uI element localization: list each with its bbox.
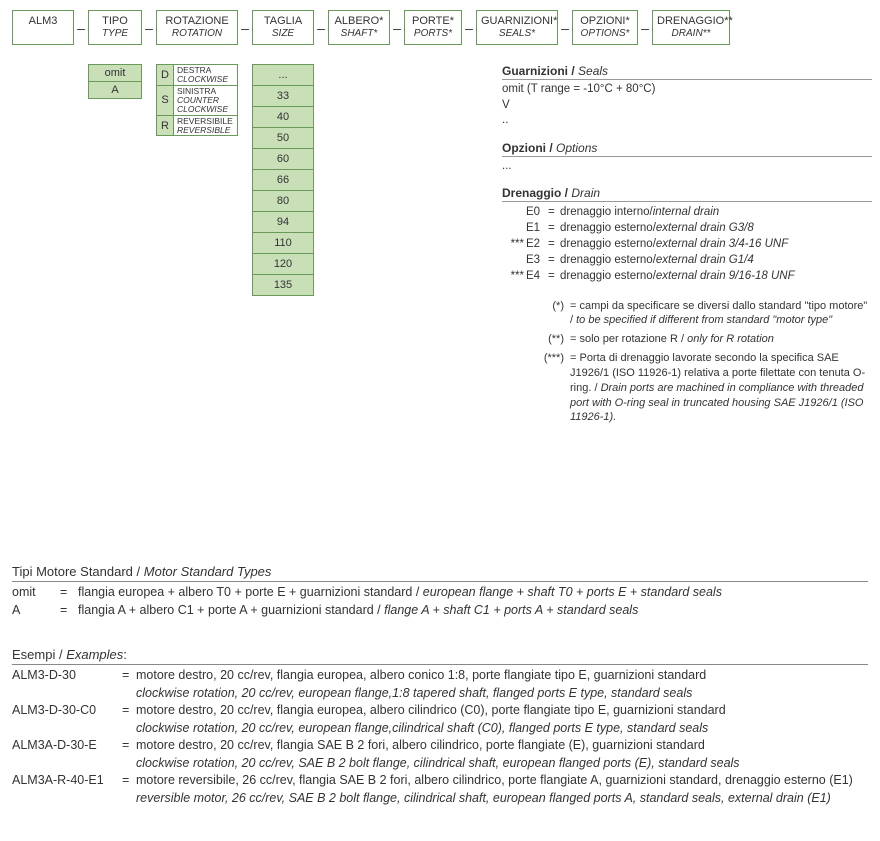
header-box: ALBERO*SHAFT* <box>328 10 390 45</box>
seals-line: omit (T range = -10°C + 80°C) <box>502 82 872 98</box>
taglia-option: 33 <box>252 85 314 107</box>
motor-types-title: Tipi Motore Standard / Motor Standard Ty… <box>12 564 868 582</box>
motor-types-section: Tipi Motore Standard / Motor Standard Ty… <box>12 564 868 619</box>
seals-title: Guarnizioni / Seals <box>502 64 872 80</box>
seals-line: .. <box>502 113 872 129</box>
examples-section: Esempi / Examples: ALM3-D-30=motore dest… <box>12 647 868 807</box>
taglia-option: 66 <box>252 169 314 191</box>
seals-line: V <box>502 98 872 114</box>
examples-title: Esempi / Examples: <box>12 647 868 665</box>
dash-separator: – <box>142 10 156 45</box>
example-row: ALM3A-R-40-E1=motore reversibile, 26 cc/… <box>12 772 868 807</box>
example-row: ALM3A-D-30-E=motore destro, 20 cc/rev, f… <box>12 737 868 772</box>
taglia-option: 94 <box>252 211 314 233</box>
header-box: GUARNIZIONI*SEALS* <box>476 10 558 45</box>
example-row: ALM3-D-30-C0=motore destro, 20 cc/rev, f… <box>12 702 868 737</box>
dash-separator: – <box>558 10 572 45</box>
header-box: PORTE*PORTS* <box>404 10 462 45</box>
drain-row: ***E4=drenaggio esterno/external drain 9… <box>502 268 872 284</box>
options-line: ... <box>502 159 872 175</box>
dash-separator: – <box>74 10 88 45</box>
header-box: DRENAGGIO**DRAIN** <box>652 10 730 45</box>
dash-separator: – <box>390 10 404 45</box>
rotazione-option: DDESTRACLOCKWISE <box>156 64 238 86</box>
dash-separator: – <box>638 10 652 45</box>
dash-separator: – <box>238 10 252 45</box>
taglia-option: 40 <box>252 106 314 128</box>
drain-title: Drenaggio / Drain <box>502 186 872 202</box>
header-box: TAGLIASIZE <box>252 10 314 45</box>
tipo-option: A <box>88 81 142 99</box>
taglia-option: 60 <box>252 148 314 170</box>
footnote: (**)= solo per rotazione R / only for R … <box>532 332 872 347</box>
ordering-diagram: ALM3–TIPOTYPE–ROTAZIONEROTATION–TAGLIASI… <box>12 10 868 540</box>
header-box: ALM3 <box>12 10 74 45</box>
tipo-option: omit <box>88 64 142 82</box>
drain-row: E1=drenaggio esterno/external drain G3/8 <box>502 220 872 236</box>
footnote: (***)= Porta di drenaggio lavorate secon… <box>532 351 872 425</box>
drain-row: E0=drenaggio interno/internal drain <box>502 204 872 220</box>
taglia-option: 50 <box>252 127 314 149</box>
taglia-option: 120 <box>252 253 314 275</box>
options-title: Opzioni / Options <box>502 141 872 157</box>
taglia-option: 80 <box>252 190 314 212</box>
taglia-option: 110 <box>252 232 314 254</box>
taglia-option: ... <box>252 64 314 86</box>
notes-panel: Guarnizioni / Seals omit (T range = -10°… <box>502 64 872 425</box>
header-box: OPZIONI*OPTIONS* <box>572 10 638 45</box>
rotazione-option: RREVERSIBILEREVERSIBLE <box>156 115 238 137</box>
drain-row: ***E2=drenaggio esterno/external drain 3… <box>502 236 872 252</box>
dash-separator: – <box>462 10 476 45</box>
footnote: (*)= campi da specificare se diversi dal… <box>532 299 872 329</box>
drain-row: E3=drenaggio esterno/external drain G1/4 <box>502 252 872 268</box>
header-box: TIPOTYPE <box>88 10 142 45</box>
dash-separator: – <box>314 10 328 45</box>
header-box: ROTAZIONEROTATION <box>156 10 238 45</box>
motor-type-row: A=flangia A + albero C1 + porte A + guar… <box>12 602 868 620</box>
example-row: ALM3-D-30=motore destro, 20 cc/rev, flan… <box>12 667 868 702</box>
motor-type-row: omit=flangia europea + albero T0 + porte… <box>12 584 868 602</box>
rotazione-option: SSINISTRACOUNTER CLOCKWISE <box>156 85 238 116</box>
taglia-option: 135 <box>252 274 314 296</box>
